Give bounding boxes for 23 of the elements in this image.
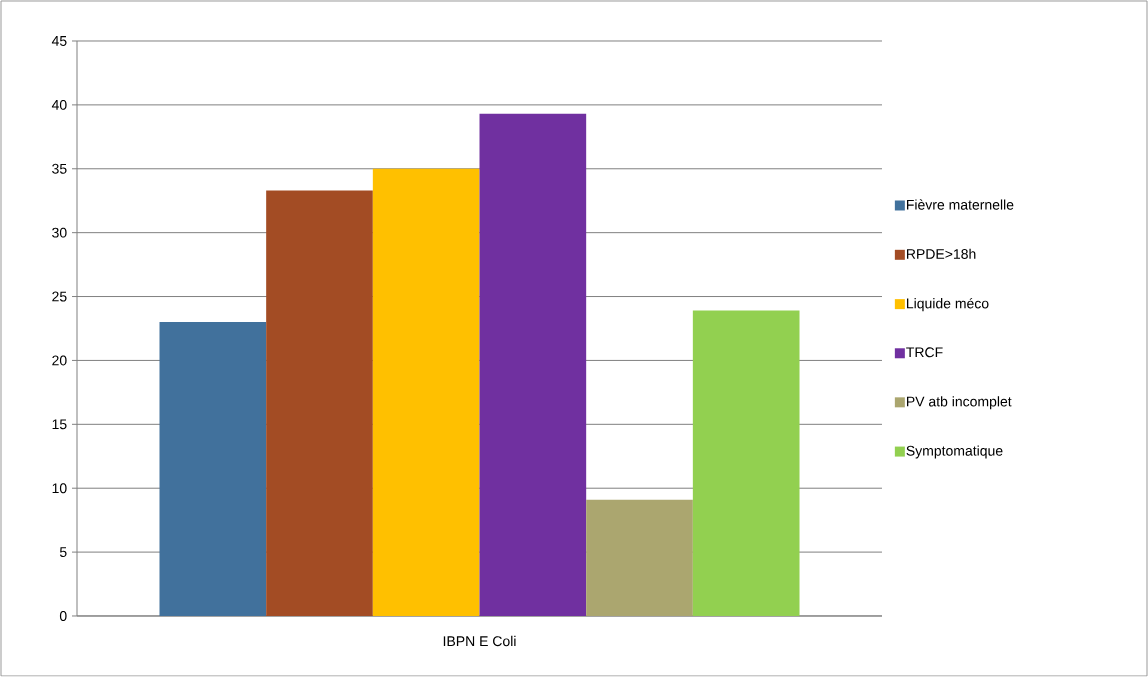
y-tick-label: 45 bbox=[51, 36, 67, 46]
y-tick-label: 10 bbox=[52, 483, 67, 494]
y-tick-label: 20 bbox=[52, 355, 67, 366]
legend-label: RPDE>18h bbox=[907, 248, 976, 259]
legend-label: Liquide méco bbox=[907, 297, 989, 312]
legend-label: Symptomatique bbox=[906, 445, 1003, 459]
x-tick-label: IBPN E Coli bbox=[443, 635, 516, 647]
y-tick-label: 30 bbox=[52, 227, 67, 238]
bar bbox=[479, 113, 587, 616]
y-tick-label: 15 bbox=[52, 419, 67, 430]
y-tick-label: 5 bbox=[59, 547, 67, 557]
y-tick-label: 40 bbox=[51, 99, 67, 110]
bar bbox=[159, 322, 267, 616]
y-tick-label: 0 bbox=[59, 611, 67, 621]
legend-label: Fièvre maternelle bbox=[907, 199, 1014, 210]
bar bbox=[266, 190, 373, 616]
y-tick-label: 35 bbox=[52, 163, 67, 174]
legend-label: PV atb incomplet bbox=[907, 396, 1012, 410]
bar bbox=[372, 168, 480, 616]
y-tick-label: 25 bbox=[52, 291, 67, 302]
bar bbox=[586, 499, 693, 616]
bar bbox=[692, 310, 800, 616]
legend-label: TRCF bbox=[906, 347, 943, 358]
